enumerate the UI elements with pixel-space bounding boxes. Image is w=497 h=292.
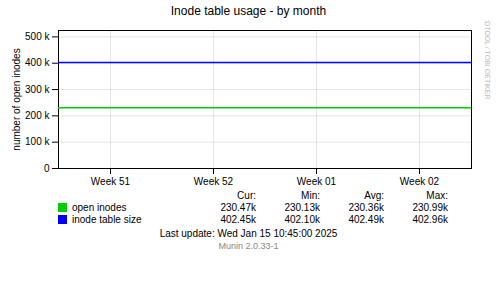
svg-text:200 k: 200 k <box>25 110 50 121</box>
svg-text:Week 52: Week 52 <box>194 176 234 187</box>
svg-text:Week 02: Week 02 <box>400 176 440 187</box>
html-text:inode table size: inode table size <box>72 214 142 225</box>
html-text:402.45k: 402.45k <box>220 214 256 225</box>
svg-text:0: 0 <box>44 163 50 174</box>
html-text:230.36k: 230.36k <box>348 202 384 213</box>
svg-text:Week 01: Week 01 <box>297 176 337 187</box>
svg-text:300 k: 300 k <box>25 84 50 95</box>
svg-text:RRDTOOL / TOBI OETIKER: RRDTOOL / TOBI OETIKER <box>484 20 491 100</box>
html-text:402.10k: 402.10k <box>284 214 320 225</box>
html-text:Max:: Max: <box>426 190 448 201</box>
html-text:Cur:: Cur: <box>237 190 256 201</box>
html-text:Avg:: Avg: <box>364 190 384 201</box>
html-text:Last update: Wed Jan 15 10:45:: Last update: Wed Jan 15 10:45:00 2025 <box>159 228 338 239</box>
svg-text:400 k: 400 k <box>25 57 50 68</box>
html-text:Inode table usage - by month: Inode table usage - by month <box>170 4 327 18</box>
svg-text:500 k: 500 k <box>25 31 50 42</box>
html-text:402.49k: 402.49k <box>348 214 384 225</box>
svg-text:100 k: 100 k <box>25 136 50 147</box>
html-text:Munin 2.0.33-1: Munin 2.0.33-1 <box>218 241 279 251</box>
html-text:402.96k: 402.96k <box>412 214 448 225</box>
html-text:230.13k: 230.13k <box>284 202 320 213</box>
html-text:230.99k: 230.99k <box>412 202 448 213</box>
html-text:230.47k: 230.47k <box>220 202 256 213</box>
svg-text:number of open inodes: number of open inodes <box>11 48 22 150</box>
html-text:Min:: Min: <box>301 190 320 201</box>
svg-text:Week 51: Week 51 <box>91 176 131 187</box>
html-text:open inodes: open inodes <box>72 202 127 213</box>
